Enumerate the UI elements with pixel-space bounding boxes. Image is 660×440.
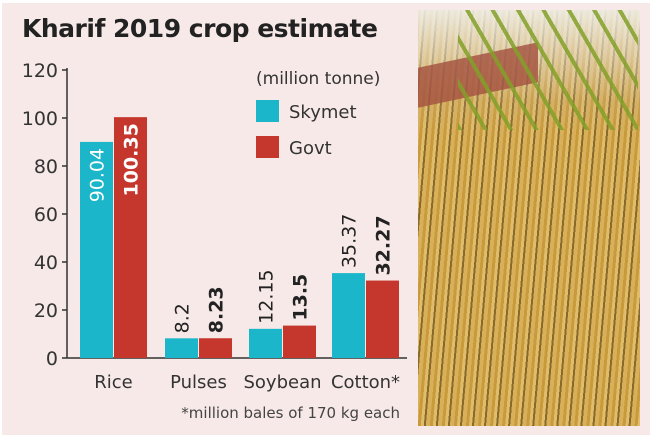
bar-govt xyxy=(366,280,399,358)
y-tick-label: 100 xyxy=(22,108,58,130)
y-tick-label: 80 xyxy=(34,156,58,178)
data-label: 8.23 xyxy=(206,286,228,333)
rice-crop-photo xyxy=(418,10,640,426)
legend-label: Skymet xyxy=(289,102,357,123)
data-label: 12.15 xyxy=(256,269,278,323)
bar-govt xyxy=(283,325,316,358)
y-tick-label: 0 xyxy=(46,348,58,370)
footnote: *million bales of 170 kg each xyxy=(181,404,400,422)
x-tick-label: Cotton* xyxy=(331,372,400,393)
data-label: 90.04 xyxy=(87,148,109,202)
data-label: 35.37 xyxy=(339,214,361,268)
unit-note: (million tonne) xyxy=(256,69,380,89)
x-tick-label: Soybean xyxy=(243,372,321,393)
y-tick-label: 40 xyxy=(34,252,58,274)
legend-swatch xyxy=(256,136,279,158)
y-tick-label: 20 xyxy=(34,300,58,322)
bar-skymet xyxy=(80,141,113,358)
x-tick-label: Rice xyxy=(94,372,132,393)
bar-skymet xyxy=(249,328,282,358)
x-tick-label: Pulses xyxy=(170,372,227,393)
leaves xyxy=(458,10,638,130)
bar-skymet xyxy=(332,273,365,358)
legend-swatch xyxy=(256,100,279,122)
y-tick-label: 60 xyxy=(34,204,58,226)
bar-govt xyxy=(199,338,232,358)
data-label: 13.5 xyxy=(290,274,312,321)
y-tick-label: 120 xyxy=(22,60,58,82)
legend-label: Govt xyxy=(289,138,332,159)
bar-skymet xyxy=(165,338,198,358)
data-label: 32.27 xyxy=(373,215,395,275)
bar-govt xyxy=(114,117,147,358)
chart-title: Kharif 2019 crop estimate xyxy=(22,14,378,43)
data-label: 8.2 xyxy=(172,303,194,333)
data-label: 100.35 xyxy=(121,123,143,196)
